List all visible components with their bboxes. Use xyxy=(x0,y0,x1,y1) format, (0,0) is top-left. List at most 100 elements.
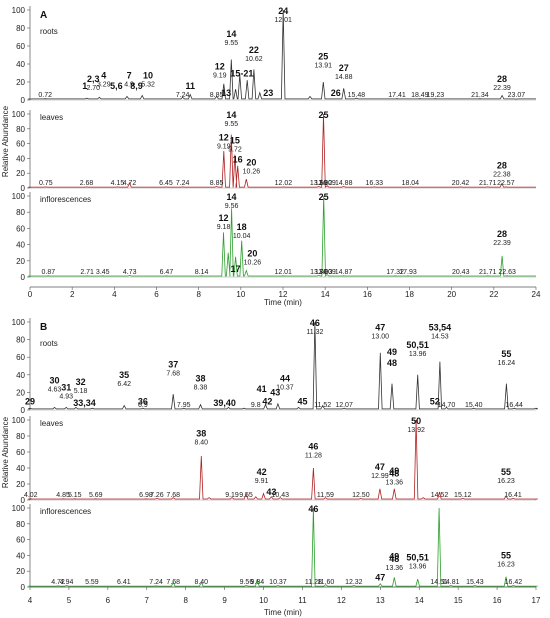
panel-b-leaves-peak-label: 43 xyxy=(266,487,276,497)
panel-b-roots-peak-label: 50,51 xyxy=(406,340,429,350)
panel-a-roots-peak-rt: 3.29 xyxy=(97,81,111,88)
panel-b-leaves-y-tick-label: 100 xyxy=(12,416,26,425)
panel-a-inflorescences-rt-label: 4.73 xyxy=(123,269,137,276)
panel-a-inflorescences-peak-label: 20 xyxy=(247,249,257,259)
panel-b-inflorescences-y-tick-label: 0 xyxy=(21,583,26,592)
panel-a-roots-rt-label: 7.24 xyxy=(176,92,190,99)
panel-a-inflorescences-y-tick-label: 0 xyxy=(21,273,26,282)
panel-b-inflorescences-peak-rt: 13.36 xyxy=(386,565,404,572)
panel-b-roots-peak-label: 55 xyxy=(501,349,511,359)
panel-a-x-tick-label: 8 xyxy=(196,290,201,299)
panel-a-roots-peak-label: 10 xyxy=(143,70,153,80)
panel-a-roots-y-tick-label: 100 xyxy=(12,6,26,15)
panel-b-inflorescences-y-tick-label: 100 xyxy=(12,504,26,513)
panel-a-roots-rt-label: 19.23 xyxy=(427,92,445,99)
panel-b-leaves-peak-label: 42 xyxy=(257,467,267,477)
panel-a-inflorescences-y-tick-label: 40 xyxy=(16,241,25,250)
panel-b-roots-y-tick-label: 0 xyxy=(21,406,26,415)
panel-a-roots-rt-label: 15.48 xyxy=(348,92,366,99)
panel-a-leaves-peak-label: 14 xyxy=(226,110,236,120)
panel-b-inflorescences-rt-label: 11.60 xyxy=(317,579,334,586)
panel-a-inflorescences-peak-label: 25 xyxy=(319,192,329,202)
panel-a-inflorescences-peak-rt: 22.39 xyxy=(493,240,511,247)
panel-b-leaves-y-tick-label: 80 xyxy=(16,432,25,441)
panel-b-roots-rt-label: 6.9 xyxy=(138,402,148,409)
panel-b-leaves-rt-label: 16.41 xyxy=(504,492,522,499)
panel-b-inflorescences-rt-label: 4.94 xyxy=(60,579,74,586)
panel-a-leaves-y-tick-label: 0 xyxy=(21,184,26,193)
panel-b-leaves-peak-rt: 9.91 xyxy=(255,478,269,485)
panel-b-inflorescences-rt-label: 9.84 xyxy=(250,579,264,586)
panel-b-inflorescences-peak-rt: 13.96 xyxy=(409,564,427,571)
panel-b-leaves-rt-label: 7.26 xyxy=(150,492,164,499)
panel-a-leaves-peak-label: 25 xyxy=(318,110,328,120)
panel-a-x-tick-label: 14 xyxy=(321,290,330,299)
panel-a-roots-peak-rt: 4.9 xyxy=(124,81,134,88)
panel-b-x-tick-label: 9 xyxy=(222,596,227,605)
panel-a-roots-rt-label: 21.34 xyxy=(471,92,489,99)
panel-b-leaves-peak-rt: 12.99 xyxy=(371,473,389,480)
panel-b-x-tick-label: 4 xyxy=(28,596,33,605)
panel-b-roots-peak-label: 52 xyxy=(430,396,440,406)
panel-a-inflorescences-peak-label: 28 xyxy=(497,229,507,239)
panel-b-leaves-name: leaves xyxy=(40,419,63,428)
panel-a-inflorescences-peak-rt: 9.18 xyxy=(217,224,231,231)
panel-a-inflorescences-rt-label: 14.87 xyxy=(335,269,353,276)
panel-b-roots-peak-label: 44 xyxy=(280,374,290,384)
panel-b-roots-peak-rt: 7.68 xyxy=(166,371,180,378)
panel-a-roots-peak-rt: 9.19 xyxy=(213,72,227,79)
panel-b-roots-peak-label: 42 xyxy=(262,396,272,406)
panel-b-inflorescences-rt-label: 10.37 xyxy=(269,579,287,586)
panel-a-roots-rt-label: 0.72 xyxy=(38,92,52,99)
panel-b-roots-rt-label: 12.07 xyxy=(335,402,353,409)
panel-b-inflorescences-peak-rt: 16.23 xyxy=(497,561,515,568)
panel-b-x-tick-label: 10 xyxy=(259,596,268,605)
panel-a-x-tick-label: 0 xyxy=(28,290,33,299)
panel-a-leaves-rt-label: 12.02 xyxy=(275,180,293,187)
panel-b-x-tick-label: 6 xyxy=(106,596,111,605)
panel-b-roots-y-tick-label: 40 xyxy=(16,371,25,380)
panel-b-leaves-y-tick-label: 0 xyxy=(21,496,26,505)
panel-a-roots-peak-rt: 10.62 xyxy=(245,56,263,63)
panel-b-roots-peak-label: 37 xyxy=(168,360,178,370)
panel-a-roots-peak-rt: 14.88 xyxy=(335,74,353,81)
panel-a-roots-y-tick-label: 0 xyxy=(21,96,26,105)
panel-a-roots-peak-label: 26 xyxy=(331,88,341,98)
panel-b-roots-peak-label: 36 xyxy=(138,396,148,406)
panel-b-leaves-rt-label: 9.55 xyxy=(239,492,253,499)
panel-a-leaves-peak-label: 12 xyxy=(219,133,229,143)
panel-a-leaves-peak-rt: 22.38 xyxy=(493,172,511,179)
panel-a-roots-rt-label: 23.07 xyxy=(508,92,526,99)
panel-b-x-tick-label: 17 xyxy=(532,596,541,605)
panel-a-leaves-rt-label: 14.09 xyxy=(318,180,336,187)
panel-b-leaves-rt-label: 5.15 xyxy=(68,492,82,499)
panel-b-leaves-trace xyxy=(28,419,538,500)
panel-b-leaves-rt-label: 7.68 xyxy=(166,492,180,499)
panel-b-roots-y-tick-label: 60 xyxy=(16,353,25,362)
panel-b-roots-y-tick-label: 80 xyxy=(16,336,25,345)
panel-b-inflorescences-rt-label: 11.28 xyxy=(305,579,322,586)
panel-a-leaves-y-tick-label: 100 xyxy=(12,110,26,119)
panel-a-leaves-peak-label: 16 xyxy=(233,154,243,164)
panel-b-inflorescences-peak-label: 46 xyxy=(308,504,318,514)
panel-a-inflorescences-peak-rt: 9.56 xyxy=(225,203,239,210)
panel-b-leaves-y-tick-label: 40 xyxy=(16,464,25,473)
panel-b-inflorescences-rt-label: 14.51 xyxy=(430,579,448,586)
panel-a-leaves-rt-label: 4.15 xyxy=(111,180,125,187)
panel-b-inflorescences-rt-label: 5.59 xyxy=(85,579,99,586)
panel-a-roots-rt-label: 17.41 xyxy=(388,92,406,99)
panel-a-leaves-rt-label: 21.71 xyxy=(479,180,497,187)
panel-b-leaves-rt-label: 11.59 xyxy=(317,492,334,499)
panel-a-leaves-rt-label: 14.88 xyxy=(335,180,353,187)
panel-b-roots-trace xyxy=(28,321,538,410)
panel-a-leaves-rt-label: 13.92 xyxy=(315,180,333,187)
panel-a-roots-rt-label: 18.49 xyxy=(411,92,429,99)
panel-a-leaves-peak-rt: 9.19 xyxy=(217,144,231,151)
panel-a-roots-peak-rt: 12.01 xyxy=(274,17,292,24)
panel-b-leaves-rt-label: 6.98 xyxy=(139,492,153,499)
panel-a-inflorescences-trace xyxy=(28,195,536,277)
panel-a-inflorescences-peak-rt: 10.04 xyxy=(233,233,251,240)
panel-a-inflorescences-y-tick-label: 20 xyxy=(16,257,25,266)
panel-b-leaves-y-tick-label: 20 xyxy=(16,480,25,489)
panel-b-roots-peak-label: 31 xyxy=(61,382,71,392)
